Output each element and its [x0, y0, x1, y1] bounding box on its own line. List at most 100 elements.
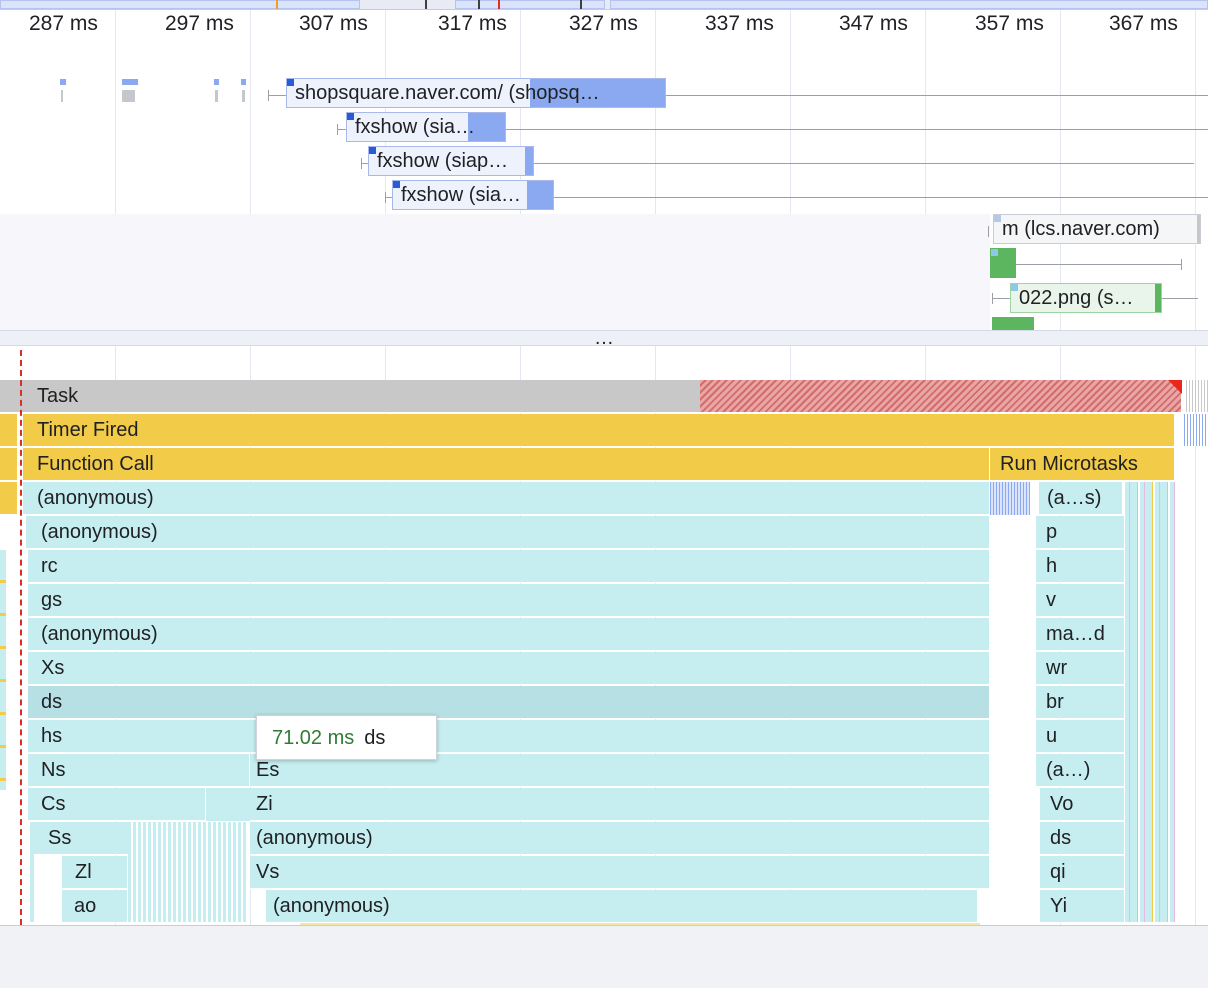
network-mini-bar[interactable] — [241, 79, 246, 85]
flame-event-label: h — [1046, 555, 1058, 577]
flame-event-label: v — [1046, 589, 1056, 611]
network-mini-bar[interactable] — [122, 79, 138, 85]
grid-line — [1195, 10, 1196, 925]
ruler-tick-label: 347 ms — [839, 12, 908, 35]
flame-event-script[interactable]: Vs — [250, 856, 990, 889]
flame-event-function-call[interactable]: Function Call — [23, 448, 990, 481]
request-priority-marker — [1011, 284, 1018, 291]
flame-event-script[interactable]: (anonymous) — [28, 618, 990, 651]
flame-event-slivers[interactable] — [990, 482, 1030, 515]
request-whisker — [337, 129, 346, 130]
flame-event-script[interactable] — [30, 822, 34, 922]
request-whisker — [506, 129, 1208, 130]
flame-event-script-hovered[interactable]: ds — [28, 686, 990, 719]
flame-event-slivers[interactable] — [1125, 482, 1175, 922]
flame-event-slivers[interactable] — [128, 822, 248, 922]
flame-event-label: ao — [74, 895, 97, 917]
flame-event-script[interactable]: (anonymous) — [266, 890, 978, 923]
flame-event-label: (a…s) — [1047, 487, 1102, 509]
flame-event-label: Vs — [256, 861, 280, 883]
request-download-segment — [530, 79, 665, 107]
selection-start-marker — [20, 350, 22, 925]
network-request[interactable] — [992, 317, 1034, 330]
flame-event-script[interactable]: gs — [28, 584, 990, 617]
main-thread-flame-chart: Task Timer Fired Function Call Run Micro… — [0, 346, 1208, 925]
flame-event-script[interactable]: Xs — [28, 652, 990, 685]
flame-event-slivers[interactable] — [0, 550, 6, 790]
timeline-overview-strip[interactable] — [0, 0, 1208, 10]
flame-event-script[interactable]: (a…) — [1036, 754, 1125, 787]
flame-event-script[interactable]: p — [1036, 516, 1125, 549]
network-request[interactable]: shopsquare.naver.com/ (shopsq… — [286, 78, 666, 108]
flame-event-script[interactable]: (a…s) — [1039, 482, 1123, 515]
flame-event-label: (a…) — [1046, 759, 1091, 781]
network-track: shopsquare.naver.com/ (shopsq… fxshow (s… — [0, 50, 1208, 330]
flame-event-label: Task — [37, 385, 79, 407]
flame-event-script[interactable]: Yi — [1040, 890, 1125, 923]
flame-event-script[interactable]: ao — [62, 890, 128, 923]
flame-event-label: (anonymous) — [41, 623, 158, 645]
track-resize-handle[interactable]: … — [0, 328, 1208, 348]
flame-event-script[interactable]: h — [1036, 550, 1125, 583]
network-request[interactable]: fxshow (sia… — [346, 112, 506, 142]
flame-event-sliver — [300, 923, 980, 925]
network-mini-bar[interactable] — [60, 79, 66, 85]
flame-event-timer[interactable] — [1184, 414, 1208, 446]
flame-event-script[interactable]: (anonymous) — [26, 516, 990, 549]
flame-event-script[interactable]: u — [1036, 720, 1125, 753]
flame-event-run-microtasks[interactable]: Run Microtasks — [990, 448, 1175, 481]
flame-event-script[interactable]: Ns — [28, 754, 250, 787]
details-panel[interactable] — [0, 925, 1208, 988]
flame-event-label: Vo — [1050, 793, 1074, 815]
flame-event-script[interactable]: rc — [28, 550, 990, 583]
flame-event-script[interactable]: hs — [28, 720, 990, 753]
flame-event-task[interactable] — [1186, 380, 1208, 412]
flame-event-script[interactable]: Cs — [28, 788, 206, 821]
ruler-tick-label: 357 ms — [975, 12, 1044, 35]
flame-event-script[interactable]: (anonymous) — [23, 482, 990, 515]
network-request[interactable] — [990, 248, 1016, 278]
flame-event-timer[interactable] — [0, 414, 18, 447]
flame-event-label: Yi — [1050, 895, 1068, 917]
flame-event-script[interactable]: ma…d — [1036, 618, 1125, 651]
request-download-segment — [1197, 215, 1200, 243]
flame-event-script[interactable] — [206, 788, 250, 821]
flame-event-label: (anonymous) — [41, 521, 158, 543]
request-priority-marker — [991, 249, 998, 256]
flame-event-script[interactable]: br — [1036, 686, 1125, 719]
overview-segment — [610, 0, 1208, 9]
network-mini-bar[interactable] — [214, 79, 219, 85]
flame-event-script[interactable]: Zl — [62, 856, 128, 889]
network-request-label: 022.png (s… — [1019, 287, 1134, 309]
flame-event-function[interactable] — [0, 448, 18, 481]
flame-event-script[interactable]: wr — [1036, 652, 1125, 685]
flame-event-label: Cs — [41, 793, 66, 815]
flame-event-script[interactable]: (anonymous) — [250, 822, 990, 855]
long-task-overlay — [700, 380, 1182, 413]
request-download-segment — [525, 147, 533, 175]
request-whisker — [361, 163, 368, 164]
flame-event-label: p — [1046, 521, 1058, 543]
flame-event-script[interactable]: ds — [1040, 822, 1125, 855]
network-request[interactable]: 022.png (s… — [1010, 283, 1162, 313]
request-priority-marker — [393, 181, 400, 188]
flame-event-label: Timer Fired — [37, 419, 139, 441]
network-request[interactable]: m (lcs.naver.com) — [993, 214, 1201, 244]
overview-segment — [455, 0, 605, 9]
ruler-tick-label: 317 ms — [438, 12, 507, 35]
flame-event-script[interactable]: qi — [1040, 856, 1125, 889]
flame-event-script[interactable]: Zi — [250, 788, 990, 821]
flame-event-label: Zi — [256, 793, 273, 815]
flame-event-function[interactable] — [0, 482, 18, 515]
flame-event-label: hs — [41, 725, 63, 747]
time-ruler[interactable]: 287 ms 297 ms 307 ms 317 ms 327 ms 337 m… — [0, 10, 1208, 50]
flame-event-script[interactable]: Vo — [1040, 788, 1125, 821]
overview-segment — [0, 0, 360, 9]
flame-event-label: u — [1046, 725, 1058, 747]
flame-event-timer-fired[interactable]: Timer Fired — [23, 414, 1175, 447]
network-request[interactable]: fxshow (sia… — [392, 180, 554, 210]
flame-event-label: br — [1046, 691, 1064, 713]
flame-event-label: qi — [1050, 861, 1066, 883]
flame-event-script[interactable]: v — [1036, 584, 1125, 617]
network-request[interactable]: fxshow (siap… — [368, 146, 534, 176]
